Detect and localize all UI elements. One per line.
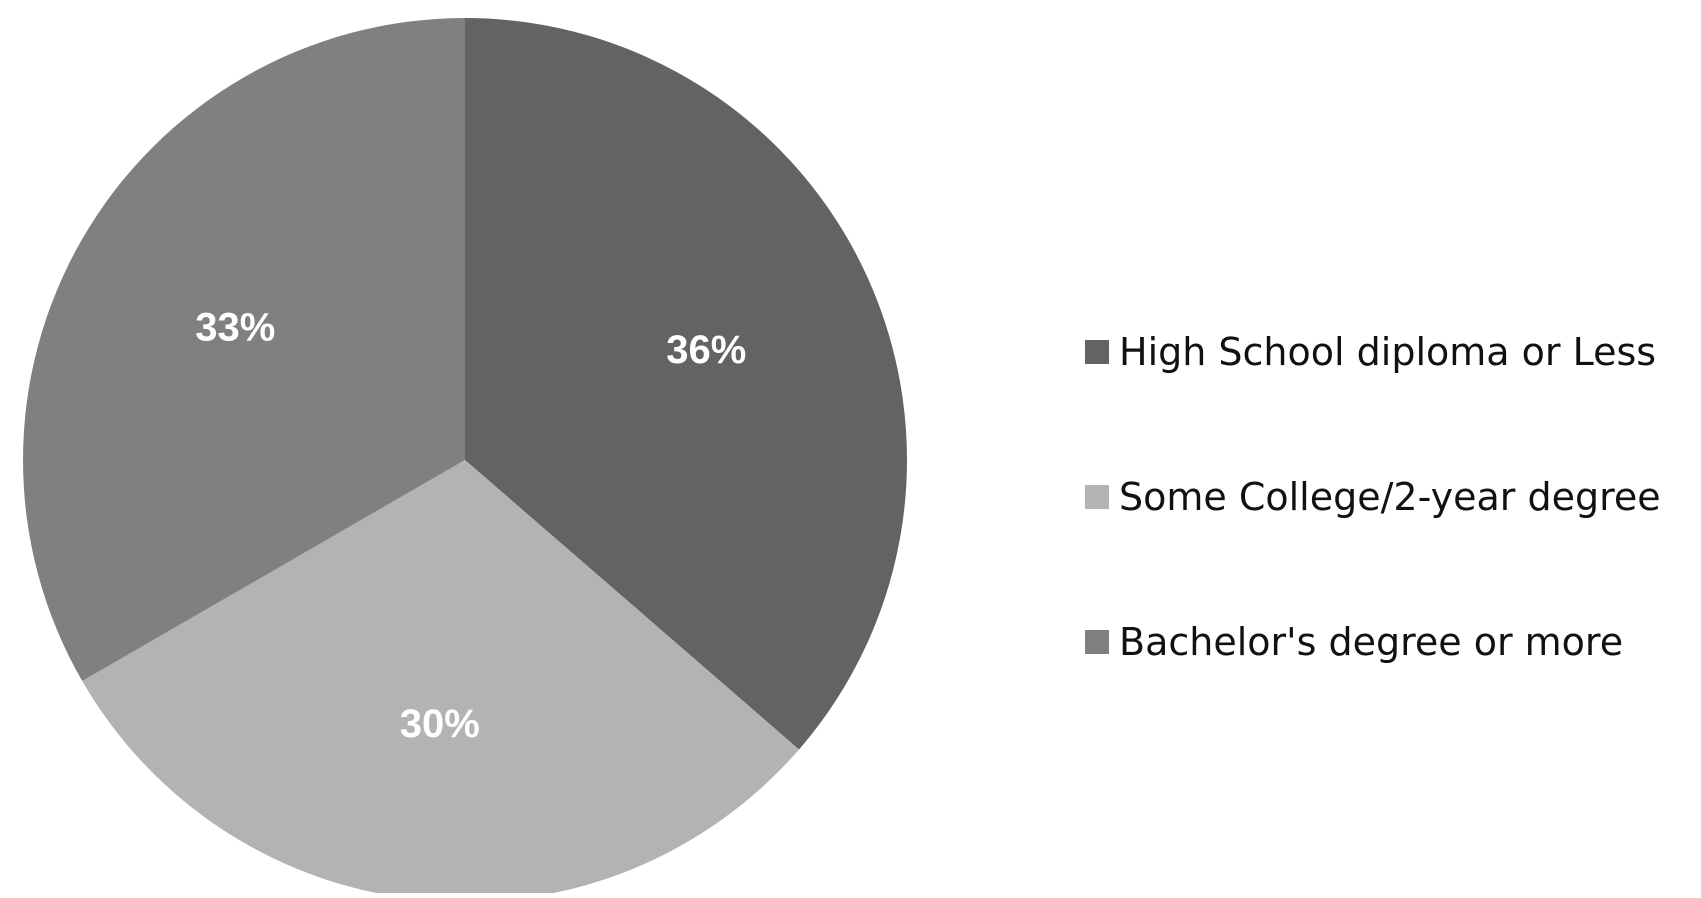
pie-slice-high-school-diploma-or-less xyxy=(465,18,908,750)
legend-item-some-college-2-year-degree: Some College/2-year degree xyxy=(1085,475,1661,519)
legend-item-high-school-diploma-or-less: High School diploma or Less xyxy=(1085,330,1656,374)
legend-swatch xyxy=(1085,485,1109,509)
data-label-high-school-diploma-or-less: 36% xyxy=(666,328,746,372)
pie-slice-bachelor-s-degree-or-more xyxy=(23,18,466,681)
legend: High School diploma or Less Some College/… xyxy=(1085,330,1661,664)
legend-label: Bachelor's degree or more xyxy=(1119,620,1623,664)
pie-slice-labels: 36% 30% 33% xyxy=(195,305,746,746)
pie-slices xyxy=(23,18,908,898)
legend-label: Some College/2-year degree xyxy=(1119,475,1661,519)
legend-swatch xyxy=(1085,630,1109,654)
pie-slice-some-college-2-year-degree xyxy=(82,460,800,898)
data-label-bachelor-s-degree-or-more: 33% xyxy=(195,305,275,349)
legend-swatch xyxy=(1085,340,1109,364)
legend-label: High School diploma or Less xyxy=(1119,330,1656,374)
data-label-some-college-2-year-degree: 30% xyxy=(400,702,480,746)
legend-item-bachelor-s-degree-or-more: Bachelor's degree or more xyxy=(1085,620,1623,664)
